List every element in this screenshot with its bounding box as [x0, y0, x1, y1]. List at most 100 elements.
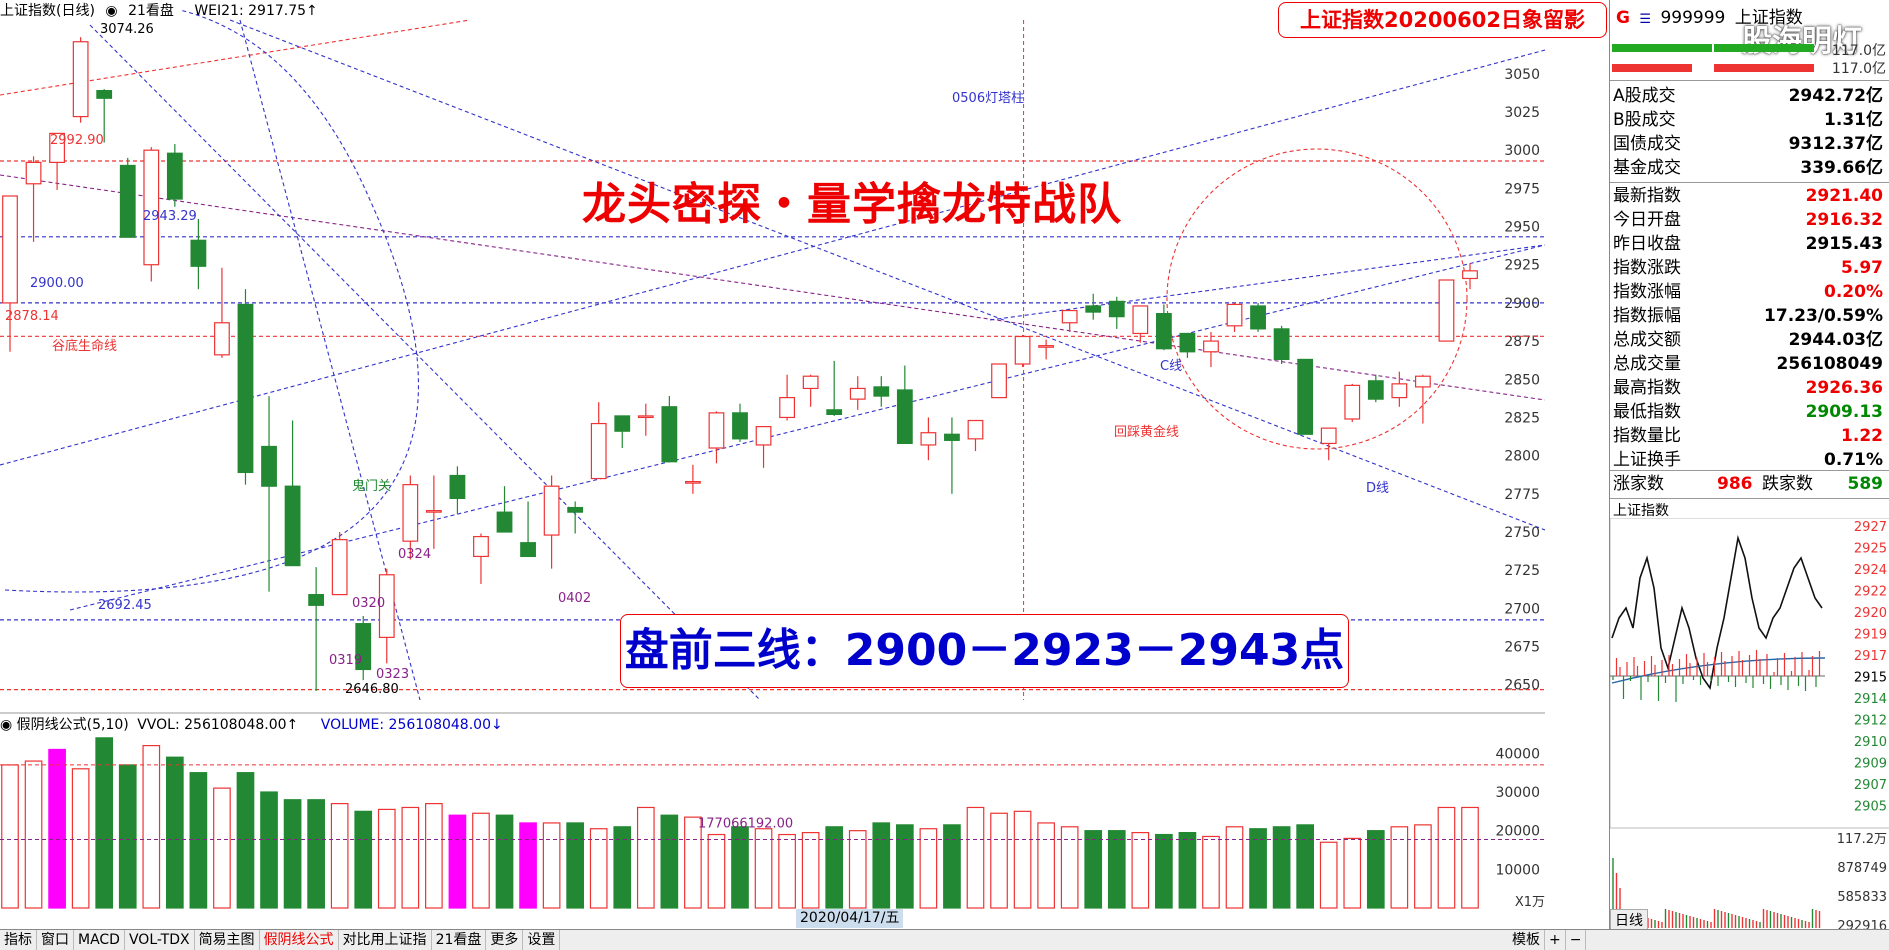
chart-header: 上证指数(日线) ◉ 21看盘 WEI21: 2917.75↑ — [0, 0, 324, 22]
candle-body — [166, 152, 183, 200]
intraday-tick-label: 2922 — [1854, 585, 1887, 600]
bottom-tab[interactable]: 设置 — [523, 930, 561, 950]
top-value-2: 117.0亿 — [1831, 61, 1886, 77]
quote-row-label: 基金成交 — [1613, 158, 1681, 178]
candle — [637, 403, 654, 436]
candle — [873, 376, 890, 407]
candle — [520, 501, 536, 558]
volume-tick-label: 30000 — [1495, 785, 1540, 801]
bottom-tab[interactable]: 指标 — [0, 930, 37, 950]
candle — [1344, 383, 1361, 423]
bottom-right-button[interactable]: 模板 — [1508, 930, 1545, 950]
candle-body — [1415, 375, 1431, 388]
bottom-tab[interactable]: 对比用上证指 — [339, 930, 432, 950]
volume-bar — [401, 806, 420, 909]
intraday-chart[interactable]: 2927 2925 2924 2922 2920 2919 2917 2915 2914 2912… — [1610, 518, 1889, 929]
dropdown-icon[interactable]: ◉ — [105, 3, 118, 19]
candle-body — [1367, 380, 1384, 400]
volume-axis: 40000 30000 20000 10000 X1万 — [1495, 746, 1545, 910]
volume-bar — [566, 822, 585, 909]
chart-annotation: 0320 — [352, 596, 385, 611]
candle-body — [1391, 383, 1408, 399]
price-tick-label: 2825 — [1504, 410, 1540, 426]
volume-bar — [1343, 837, 1362, 909]
candle-body — [1203, 340, 1219, 353]
candle-body — [1038, 345, 1055, 348]
candle-body — [779, 397, 795, 419]
candle-body — [355, 623, 372, 671]
bottom-tab[interactable]: 21看盘 — [432, 930, 487, 950]
volume-bar — [354, 810, 373, 909]
bottom-right-button[interactable]: + — [1545, 930, 1566, 950]
candle — [826, 360, 843, 416]
candle — [755, 426, 772, 468]
volume-bar — [71, 768, 90, 909]
volume-bar — [895, 824, 914, 909]
bottom-tab[interactable]: MACD — [74, 930, 125, 950]
group-label[interactable]: G — [1616, 8, 1630, 28]
candlestick-chart[interactable]: 3050 3025 3000 2975 2950 2925 2900 2875 2850 2825… — [0, 0, 1545, 712]
candle-body — [873, 386, 890, 397]
candle — [1367, 374, 1384, 403]
intraday-tick-label: 2920 — [1854, 606, 1887, 621]
chart-annotation: 0319 — [329, 653, 362, 668]
three-lines-box: 盘前三线：2900－2923－2943点 — [620, 614, 1349, 688]
zhang-label: 涨家数 — [1613, 474, 1664, 494]
sell-bar — [1612, 64, 1692, 72]
candle — [449, 466, 466, 514]
price-tick-label: 2650 — [1504, 678, 1540, 694]
volume-bar — [472, 812, 490, 909]
chart-annotation: 谷底生命线 — [52, 338, 117, 354]
quote-row: 最低指数 2909.13 — [1610, 400, 1885, 424]
bottom-tab[interactable]: 假阴线公式 — [260, 930, 339, 950]
bottom-tab[interactable]: 更多 — [486, 930, 524, 950]
candle — [496, 486, 513, 533]
candle-body — [1320, 427, 1337, 445]
volume-bar — [307, 799, 325, 909]
candle-body — [96, 90, 113, 99]
candle — [920, 417, 937, 461]
trend-line — [89, 24, 761, 701]
quote-row-value: 256108049 — [1776, 354, 1883, 374]
die-value: 589 — [1847, 474, 1884, 494]
candles — [2, 37, 1478, 691]
volume-chart[interactable]: 40000 30000 20000 10000 X1万 177066192.002020… — [0, 712, 1545, 910]
daily-tab[interactable]: 日线 — [1610, 909, 1648, 931]
bottom-tab[interactable]: 简易主图 — [195, 930, 260, 950]
bottom-right-button[interactable]: − — [1566, 930, 1587, 950]
candle — [1250, 302, 1266, 332]
chart-annotation: 0324 — [398, 547, 431, 562]
candle-body — [1250, 305, 1266, 330]
quote-row-label: 昨日收盘 — [1613, 234, 1681, 254]
collapse-icon[interactable]: ◉ — [0, 717, 13, 733]
candle-body — [590, 422, 607, 480]
bottom-tab[interactable]: VOL-TDX — [125, 930, 195, 950]
volume-bar — [943, 824, 961, 909]
quote-row-label: 今日开盘 — [1613, 210, 1681, 230]
volume-bar — [1437, 806, 1456, 909]
banner-title: 上证指数20200602日象留影 — [1278, 2, 1607, 38]
candle — [1462, 263, 1478, 290]
quote-row-value: 339.66亿 — [1800, 158, 1883, 178]
bottom-toolbar: 指标 窗口 MACD VOL-TDX 简易主图 假阴线公式 对比用上证指 21看盘 更多 设置 模… — [0, 929, 1889, 950]
volume-annotations: 177066192.002020年456 — [0, 764, 1545, 841]
candle-body — [520, 542, 536, 558]
trend-line — [0, 174, 1545, 401]
kan-label[interactable]: 21看盘 — [128, 3, 174, 19]
volume-bar — [1319, 841, 1338, 909]
candle-body — [1344, 384, 1361, 420]
quote-row-label: 国债成交 — [1613, 134, 1681, 154]
candle-body — [402, 484, 419, 542]
chart-annotation: 回踩黄金线 — [1114, 424, 1179, 440]
candle — [402, 475, 419, 560]
volume-bar — [1107, 830, 1126, 909]
chart-title[interactable]: 上证指数(日线) — [0, 3, 95, 19]
menu-icon[interactable]: ☰ — [1639, 12, 1652, 27]
intraday-tick-label: 2905 — [1854, 800, 1887, 815]
bottom-tab[interactable]: 窗口 — [37, 930, 74, 950]
candle-body — [708, 412, 725, 449]
formula-label[interactable]: 假阴线公式(5,10) — [16, 717, 129, 733]
trend-line — [989, 244, 1545, 321]
quote-row: A股成交 2942.72亿 — [1610, 84, 1885, 108]
volume-bar — [1461, 806, 1479, 909]
